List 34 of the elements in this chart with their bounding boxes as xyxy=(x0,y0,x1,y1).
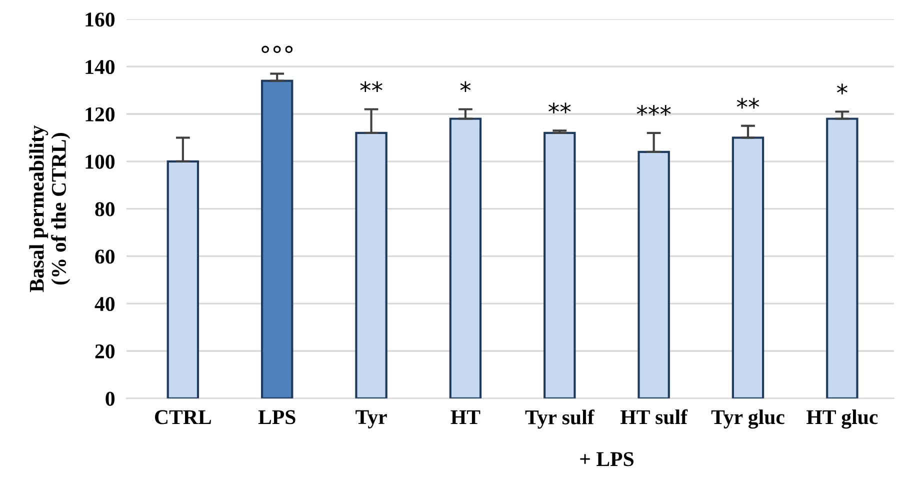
y-tick-label: 160 xyxy=(86,12,115,27)
y-tick-label: 80 xyxy=(95,202,115,216)
x-tick-label: HT xyxy=(450,410,480,424)
y-axis-title: Basal permeability (% of the CTRL) xyxy=(29,125,70,292)
y-tick-label: 60 xyxy=(95,250,115,264)
x-tick-label: Tyr gluc xyxy=(711,410,784,429)
bar xyxy=(449,118,482,398)
x-tick-label: Tyr sulf xyxy=(525,410,594,429)
annotation: ** xyxy=(548,102,571,114)
bar xyxy=(544,132,576,398)
x-tick-label: HT gluc xyxy=(806,410,878,429)
bar xyxy=(355,132,388,398)
annotation: * xyxy=(836,84,848,94)
annotation: °°° xyxy=(262,46,293,54)
bar xyxy=(732,136,764,398)
annotation: *** xyxy=(636,104,671,116)
y-tick-label: 120 xyxy=(86,107,115,122)
y-tick-label: 40 xyxy=(94,296,115,312)
y-tick-label: 140 xyxy=(86,60,115,74)
x-tick-label: LPS xyxy=(258,410,296,424)
x-tick-label: CTRL xyxy=(155,410,211,424)
bar xyxy=(826,118,858,398)
y-tick-label: 0 xyxy=(106,392,115,406)
bar xyxy=(166,160,200,398)
annotation: ** xyxy=(360,81,382,92)
annotation: ** xyxy=(736,98,760,109)
x-tick-label: Tyr xyxy=(356,410,387,428)
bar xyxy=(260,80,294,398)
x-axis-title: + LPS xyxy=(580,452,634,466)
bar xyxy=(638,150,670,398)
y-tick-label: 20 xyxy=(95,344,115,358)
x-tick-label: HT sulf xyxy=(620,409,688,424)
y-tick-label: 100 xyxy=(86,154,115,169)
annotation: * xyxy=(460,81,471,92)
